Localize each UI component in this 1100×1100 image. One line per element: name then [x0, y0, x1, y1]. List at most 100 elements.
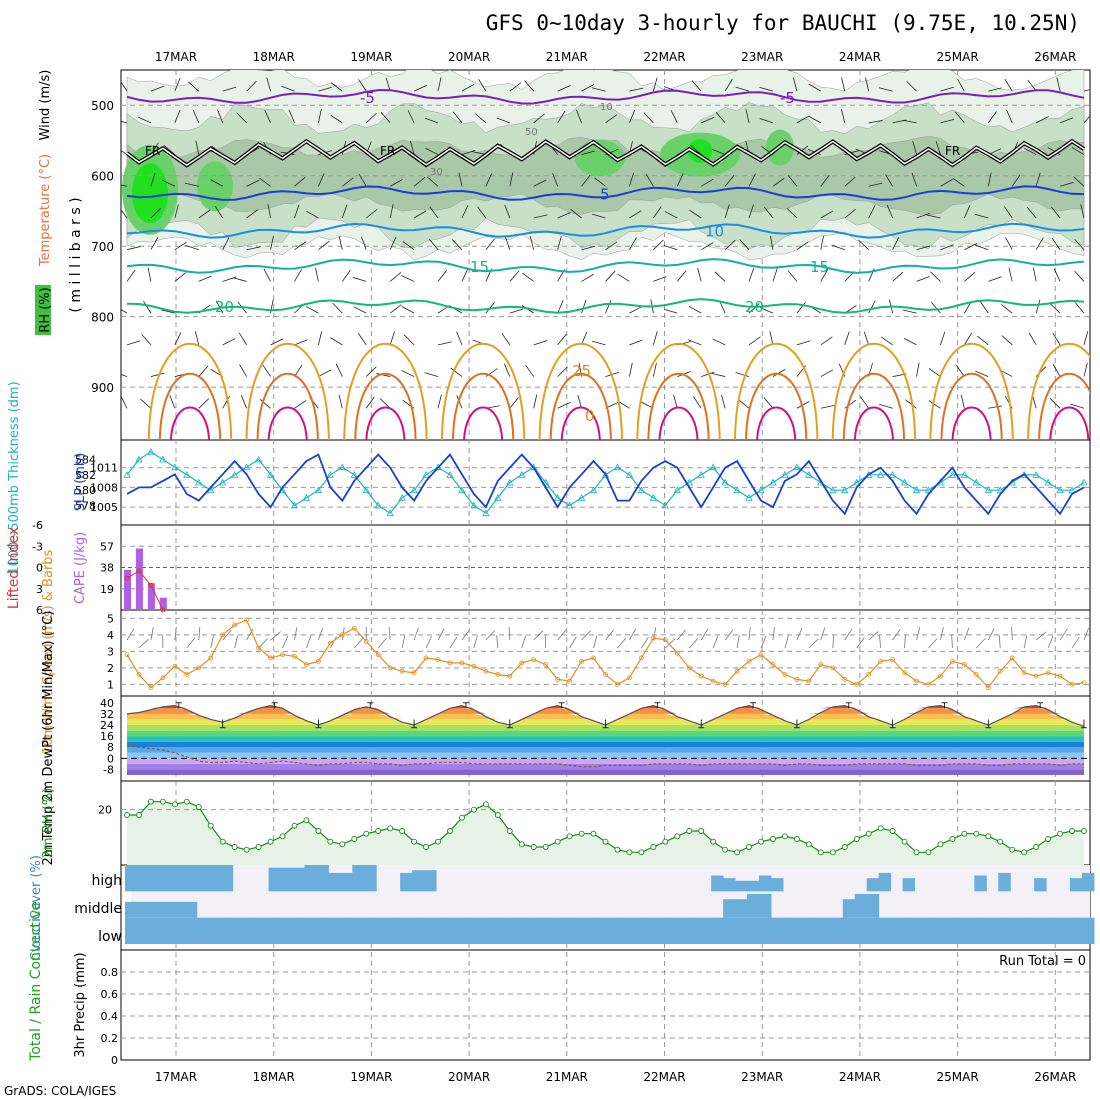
wind-barb	[163, 145, 176, 155]
li-tick: 0	[36, 562, 43, 575]
pressure-tick: 900	[91, 381, 114, 395]
wind10m-marker	[878, 658, 884, 664]
wind-barb	[605, 114, 618, 124]
wind-barb	[931, 302, 941, 314]
cloud-high-bar	[316, 865, 329, 892]
wind-barb	[987, 111, 997, 124]
wind-barb	[1074, 270, 1085, 282]
wind-barb	[808, 115, 822, 124]
surface-temp-contour	[343, 343, 428, 440]
cloud-low-bar	[125, 917, 138, 944]
cloud-low-bar	[328, 917, 341, 944]
wind-barb	[358, 79, 367, 92]
temp-band	[127, 736, 1084, 742]
wind10m-barb	[1047, 635, 1054, 649]
wind-barb	[1006, 109, 1013, 124]
rh2m-marker	[626, 849, 633, 856]
thickness-marker	[147, 447, 155, 455]
wind-barb	[868, 182, 883, 187]
temp2m-tick: -8	[103, 763, 114, 776]
wind-barb	[452, 111, 463, 124]
thickness-marker	[601, 470, 610, 478]
wind-barb	[1083, 115, 1090, 124]
wind10m-marker	[997, 668, 1003, 674]
wind10m-barb	[425, 636, 432, 649]
wind-barb	[745, 109, 750, 123]
date-label-bottom: 21MAR	[546, 1070, 588, 1084]
cloud-high-bar	[711, 875, 724, 892]
wind-barb	[121, 150, 128, 155]
cloud-low-bar	[938, 917, 951, 944]
wind-barb	[174, 272, 187, 282]
wind-barb	[198, 365, 209, 377]
temp2m-axis-label: 2m Temp 2m DewPt (6hr Min/Max) (°C)	[41, 611, 56, 866]
wind-barb	[239, 364, 247, 377]
wind-barb	[222, 395, 230, 409]
thickness-marker	[900, 478, 909, 486]
li-tick: 6	[36, 604, 43, 617]
wind-barb	[330, 114, 343, 124]
rh2m-marker	[889, 828, 896, 834]
cloud-middle-bar	[866, 893, 880, 918]
date-axis-bottom: 17MAR 18MAR 19MAR 20MAR 21MAR 22MAR 23MAR 24MAR…	[155, 1070, 1076, 1084]
rh2m-marker	[195, 804, 202, 810]
wind-barb	[902, 309, 917, 314]
wind-barb	[294, 364, 303, 377]
wind10m-marker	[124, 652, 130, 658]
wind10m-barb	[617, 637, 627, 649]
cloud-low-bar	[711, 917, 724, 944]
rh2m-marker	[674, 833, 681, 840]
rh2m-marker	[973, 830, 980, 837]
wind10m-marker	[1081, 680, 1087, 686]
cloud-low-bar	[579, 917, 593, 944]
wind-barb	[365, 396, 375, 409]
wind-barb	[808, 83, 822, 92]
wind-barb	[169, 395, 176, 409]
thickness-marker	[637, 486, 646, 494]
wind10m-marker	[555, 677, 561, 682]
cloud-low-bar	[974, 917, 987, 944]
rh2m-area	[127, 801, 1084, 865]
wind-barb	[1008, 267, 1013, 282]
thickness-marker	[1056, 486, 1064, 494]
wind-barb	[629, 237, 637, 250]
wind10m-barb	[879, 635, 882, 649]
surface-temp-contour	[1027, 343, 1090, 440]
temp-band	[127, 752, 1084, 759]
temp-band	[127, 747, 1084, 753]
wind-barb	[643, 112, 654, 124]
wind-barb	[916, 245, 931, 251]
rh2m-marker	[770, 836, 776, 842]
cloud-low-bar	[148, 917, 162, 944]
rh2m-tick: 20	[98, 804, 112, 817]
wind-barb	[928, 368, 941, 377]
wind10m-barb	[700, 628, 709, 641]
wind10m-marker	[961, 662, 967, 667]
wind-barb	[246, 179, 260, 187]
rh-blob	[575, 140, 625, 177]
cloud-high-bar	[125, 865, 138, 892]
wind10m-barb	[508, 626, 511, 641]
wind-barb	[472, 151, 486, 155]
thickness-slp-panel: 578 580 582 584 1005 1008 1011	[75, 447, 1090, 517]
wind-barb	[360, 236, 367, 250]
rh2m-marker	[853, 836, 860, 842]
wind-barb	[140, 398, 152, 409]
cape-bar	[159, 597, 167, 610]
wind-barb	[769, 235, 774, 250]
thickness-marker	[745, 493, 753, 501]
wind-barb	[264, 109, 271, 124]
wind10m-marker	[519, 660, 525, 666]
wind-barb	[691, 80, 702, 92]
rh2m-marker	[363, 830, 370, 837]
cloud-low-bar	[340, 917, 353, 944]
wind-barb	[860, 396, 870, 409]
wind10m-marker	[447, 660, 453, 666]
wind10m-barb	[605, 629, 614, 641]
thickness-marker	[362, 486, 370, 494]
wind-barb	[262, 364, 271, 377]
wind-barb	[126, 269, 136, 282]
cloud-high-bar	[196, 865, 210, 892]
thickness-marker	[482, 509, 490, 517]
wind-barb	[126, 340, 141, 346]
